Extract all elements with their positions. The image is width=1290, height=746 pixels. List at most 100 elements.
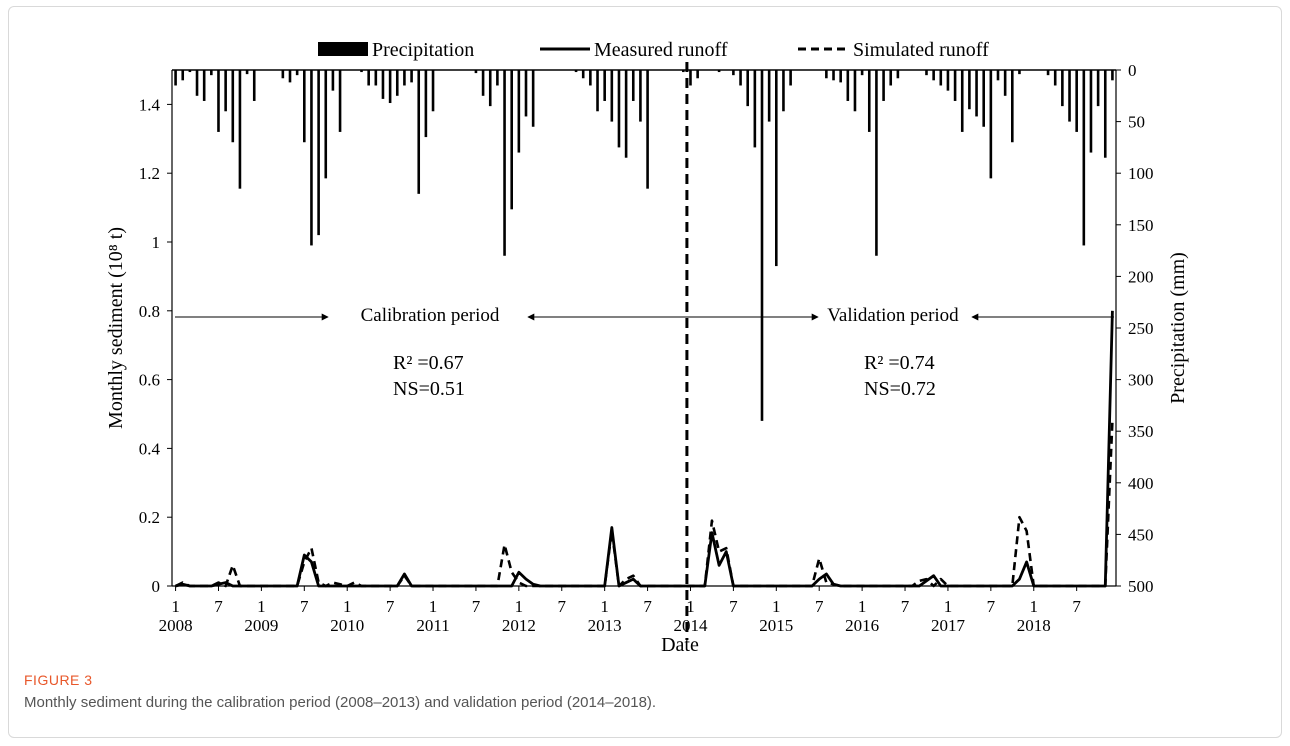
- x-month-tick-label: 7: [300, 597, 309, 616]
- x-month-tick-label: 1: [858, 597, 867, 616]
- precipitation-bar: [496, 70, 499, 86]
- y-right-tick-label: 500: [1128, 577, 1154, 596]
- y-left-tick-label: 1.2: [139, 164, 160, 183]
- precipitation-bar: [360, 70, 363, 73]
- precipitation-bar: [310, 70, 313, 246]
- precipitation-bar: [789, 70, 792, 86]
- x-month-tick-label: 7: [386, 597, 395, 616]
- x-month-tick-label: 1: [686, 597, 695, 616]
- precipitation-bar: [1103, 70, 1107, 158]
- calibration-ns: NS=0.51: [393, 378, 465, 400]
- precipitation-bar: [946, 70, 950, 91]
- precipitation-bar: [481, 70, 485, 96]
- precipitation-bar: [753, 70, 757, 148]
- y-right-tick-label: 250: [1128, 319, 1154, 338]
- precipitation-bar: [853, 70, 857, 112]
- precipitation-bar: [746, 70, 749, 107]
- precipitation-bar: [1061, 70, 1064, 107]
- validation-r2: R² =0.74: [864, 352, 935, 374]
- validation-ns: NS=0.72: [864, 378, 936, 400]
- precipitation-bar: [317, 70, 320, 236]
- y-right-tick-label: 300: [1128, 371, 1154, 390]
- precipitation-bar: [982, 70, 985, 127]
- x-month-tick-label: 7: [214, 597, 223, 616]
- precipitation-bar: [252, 70, 256, 101]
- legend-precipitation-swatch: [318, 42, 368, 56]
- precipitation-bar: [1068, 70, 1071, 122]
- precipitation-bar: [281, 70, 285, 79]
- legend-precipitation-label: Precipitation: [372, 39, 474, 61]
- x-year-label: 2008: [159, 616, 193, 635]
- y-left-tick-label: 0: [152, 577, 161, 596]
- y-right-tick-label: 350: [1128, 422, 1154, 441]
- precipitation-bar: [825, 70, 828, 79]
- precipitation-bar: [374, 70, 378, 86]
- precipitation-bar: [1096, 70, 1100, 107]
- x-month-tick-label: 1: [944, 597, 953, 616]
- precipitation-bar: [303, 70, 306, 143]
- precipitation-bar: [760, 70, 764, 421]
- precipitation-bar: [782, 70, 785, 112]
- precipitation-bar: [431, 70, 435, 112]
- precipitation-bar: [1082, 70, 1086, 246]
- precipitation-bar: [531, 70, 535, 127]
- precipitation-bar: [403, 70, 406, 86]
- precipitation-bar: [989, 70, 993, 179]
- precipitation-bar: [889, 70, 893, 86]
- y-left-tick-label: 0.2: [139, 508, 160, 527]
- runoff-lines: [175, 310, 1114, 588]
- x-axis-title: Date: [661, 634, 699, 656]
- precipitation-bar: [388, 70, 392, 104]
- precipitation-bar: [1046, 70, 1050, 76]
- x-month-tick-label: 1: [171, 597, 180, 616]
- precipitation-bar: [188, 70, 192, 73]
- x-year-label: 2010: [330, 616, 364, 635]
- precipitation-bar: [1089, 70, 1093, 153]
- x-month-tick-label: 1: [600, 597, 609, 616]
- precipitation-bar: [832, 70, 835, 81]
- y-left-tick-label: 0.8: [139, 302, 160, 321]
- precipitation-bar: [968, 70, 971, 110]
- x-month-tick-label: 1: [772, 597, 781, 616]
- precipitation-bar: [867, 70, 871, 132]
- precipitation-bar: [631, 70, 635, 101]
- precipitation-bar: [732, 70, 735, 76]
- x-year-label: 2018: [1017, 616, 1051, 635]
- y-left-tick-label: 1: [152, 233, 161, 252]
- precipitation-bar: [488, 70, 492, 107]
- y-right-tick-label: 200: [1128, 267, 1154, 286]
- figure-frame: [8, 6, 1282, 738]
- precipitation-bar: [975, 70, 978, 117]
- y-right-tick-label: 400: [1128, 474, 1154, 493]
- precipitation-bar: [925, 70, 928, 76]
- precipitation-bar: [846, 70, 850, 101]
- x-month-tick-label: 7: [729, 597, 738, 616]
- precipitation-bar: [960, 70, 964, 132]
- x-year-label: 2016: [845, 616, 879, 635]
- precipitation-bar: [696, 70, 699, 79]
- x-year-label: 2017: [931, 616, 966, 635]
- precipitation-bar: [195, 70, 199, 96]
- precipitation-bar: [996, 70, 1000, 81]
- x-month-tick-label: 7: [643, 597, 652, 616]
- precipitation-bar: [410, 70, 413, 83]
- precipitation-bar: [381, 70, 385, 99]
- validation-period-label: Validation period: [827, 305, 959, 326]
- figure-label: FIGURE 3: [24, 672, 93, 688]
- precipitation-bar: [717, 70, 721, 73]
- x-year-label: 2009: [244, 616, 278, 635]
- precipitation-bar: [574, 70, 578, 73]
- precipitation-bar: [875, 70, 878, 256]
- figure-caption: Monthly sediment during the calibration …: [24, 694, 657, 711]
- x-month-tick-label: 7: [901, 597, 910, 616]
- x-month-tick-label: 7: [815, 597, 824, 616]
- y-axis-right-title: Precipitation (mm): [1167, 252, 1189, 404]
- precipitation-bar: [524, 70, 528, 117]
- precipitation-bar: [1111, 70, 1114, 81]
- precipitation-bar: [682, 70, 685, 73]
- x-month-tick-label: 7: [1072, 597, 1081, 616]
- precipitation-bar: [1003, 70, 1007, 96]
- precipitation-bar: [517, 70, 521, 153]
- precipitation-bar: [417, 70, 421, 194]
